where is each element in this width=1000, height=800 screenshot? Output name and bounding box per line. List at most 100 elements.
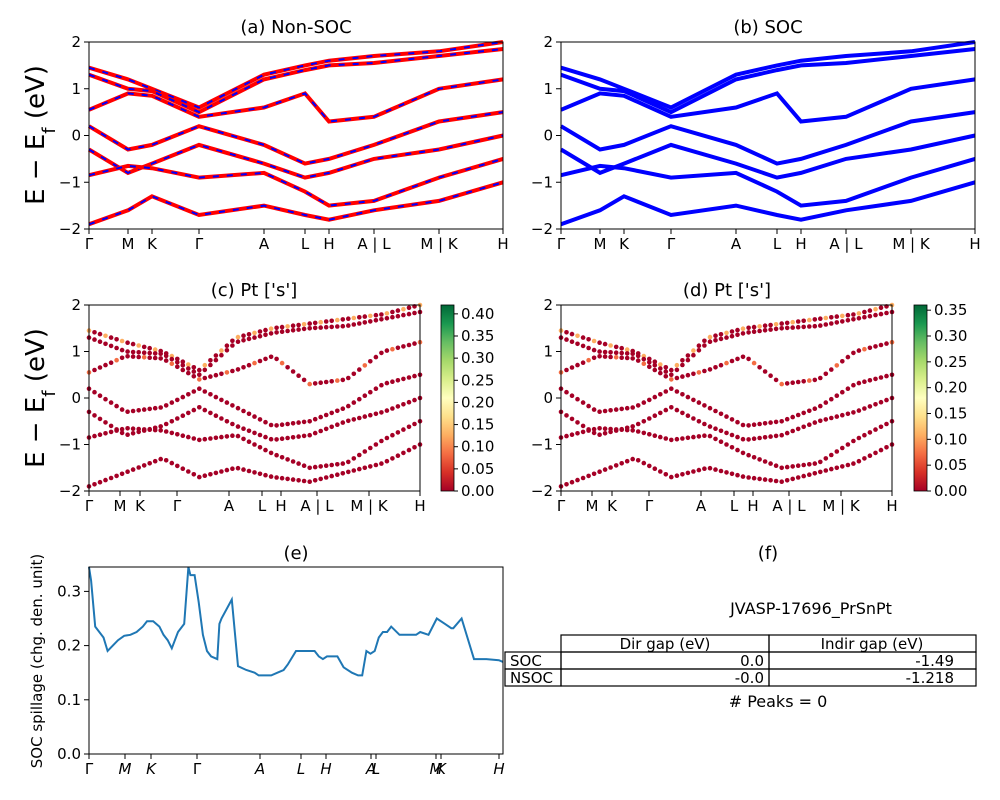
scatter-point xyxy=(718,411,724,417)
xtick-label: K xyxy=(607,497,618,515)
colorbar-tick-label: 0.20 xyxy=(461,393,494,411)
scatter-point xyxy=(635,429,641,434)
scatter-point xyxy=(279,455,285,460)
scatter-point xyxy=(823,468,829,473)
scatter-point xyxy=(613,350,619,356)
colorbar-tick-label: 0.30 xyxy=(934,327,967,345)
scatter-point xyxy=(713,408,718,414)
scatter-point xyxy=(312,320,318,326)
scatter-point xyxy=(624,458,630,464)
scatter-point xyxy=(784,478,790,483)
xtick-label: Γ xyxy=(173,497,182,515)
scatter-point xyxy=(652,413,658,419)
scatter-point xyxy=(346,316,351,322)
panel-c-yticks: 2 1 0 −1 −2 xyxy=(59,296,89,500)
scatter-point xyxy=(268,474,274,479)
scatter-point xyxy=(564,367,569,373)
table-row-nsoc-dir: -0.0 xyxy=(735,669,764,687)
scatter-point xyxy=(373,318,379,323)
scatter-point xyxy=(630,405,635,410)
scatter-point xyxy=(608,465,613,470)
scatter-point xyxy=(807,462,812,467)
scatter-point xyxy=(318,414,324,420)
scatter-point xyxy=(263,332,268,338)
scatter-point xyxy=(779,479,784,485)
scatter-point xyxy=(729,445,735,450)
colorbar-tick-label: 0.10 xyxy=(461,438,494,456)
scatter-point xyxy=(130,349,136,355)
scatter-point xyxy=(735,447,740,453)
scatter-point xyxy=(274,356,279,362)
scatter-point xyxy=(213,394,219,400)
panel-e-xticks: Γ M K Γ A L H AL MK H xyxy=(85,754,505,778)
scatter-point xyxy=(230,338,235,344)
scatter-point xyxy=(658,434,663,440)
scatter-point xyxy=(235,433,241,439)
scatter-point xyxy=(569,331,575,337)
scatter-point xyxy=(301,322,307,327)
scatter-point xyxy=(241,467,246,472)
scatter-point xyxy=(296,461,301,466)
scatter-point xyxy=(691,469,696,474)
scatter-point xyxy=(257,358,263,364)
scatter-point xyxy=(103,341,108,347)
scatter-point xyxy=(290,477,296,482)
scatter-point xyxy=(346,403,351,409)
scatter-point xyxy=(379,410,384,415)
scatter-point xyxy=(580,400,586,405)
scatter-point xyxy=(751,360,757,366)
xtick-label: A xyxy=(365,760,376,778)
scatter-point xyxy=(867,404,873,409)
scatter-point xyxy=(586,428,591,433)
scatter-point xyxy=(401,376,406,382)
scatter-point xyxy=(119,347,125,353)
scatter-point xyxy=(186,434,191,440)
scatter-point xyxy=(395,345,401,351)
scatter-point xyxy=(790,325,795,330)
band-line-blue xyxy=(560,156,976,208)
scatter-point xyxy=(241,365,246,370)
scatter-point xyxy=(845,318,851,323)
scatter-point xyxy=(718,468,724,474)
scatter-point xyxy=(285,365,290,370)
scatter-point xyxy=(362,320,368,325)
scatter-point xyxy=(613,427,619,432)
scatter-point xyxy=(92,337,97,342)
scatter-point xyxy=(591,407,597,412)
scatter-point xyxy=(724,470,729,475)
scatter-point xyxy=(163,458,169,463)
scatter-point xyxy=(575,341,580,347)
scatter-point xyxy=(795,463,801,469)
scatter-point xyxy=(130,354,136,359)
scatter-point xyxy=(329,410,335,416)
scatter-point xyxy=(384,311,390,316)
xtick-label: L xyxy=(301,235,310,253)
scatter-point xyxy=(575,362,580,368)
scatter-point xyxy=(795,379,801,385)
scatter-point xyxy=(862,314,867,320)
scatter-point xyxy=(829,452,834,458)
colorbar-tick-label: 0.10 xyxy=(934,430,967,448)
scatter-point xyxy=(180,367,186,373)
scatter-point xyxy=(624,355,630,361)
scatter-point xyxy=(641,356,647,362)
scatter-point xyxy=(224,467,230,473)
scatter-point xyxy=(740,326,746,332)
scatter-point xyxy=(856,311,862,316)
scatter-point xyxy=(346,375,351,381)
scatter-point xyxy=(586,473,591,479)
scatter-point xyxy=(619,345,624,351)
scatter-point xyxy=(773,322,779,327)
scatter-point xyxy=(301,478,307,484)
scatter-point xyxy=(762,328,768,333)
scatter-point xyxy=(323,319,329,324)
scatter-point xyxy=(357,321,362,326)
band-line-red xyxy=(88,180,504,227)
scatter-point xyxy=(406,311,412,317)
scatter-point xyxy=(357,466,362,472)
scatter-point xyxy=(718,332,724,337)
scatter-point xyxy=(834,465,840,471)
ytick-label: 1 xyxy=(71,343,81,361)
scatter-point xyxy=(829,315,834,320)
